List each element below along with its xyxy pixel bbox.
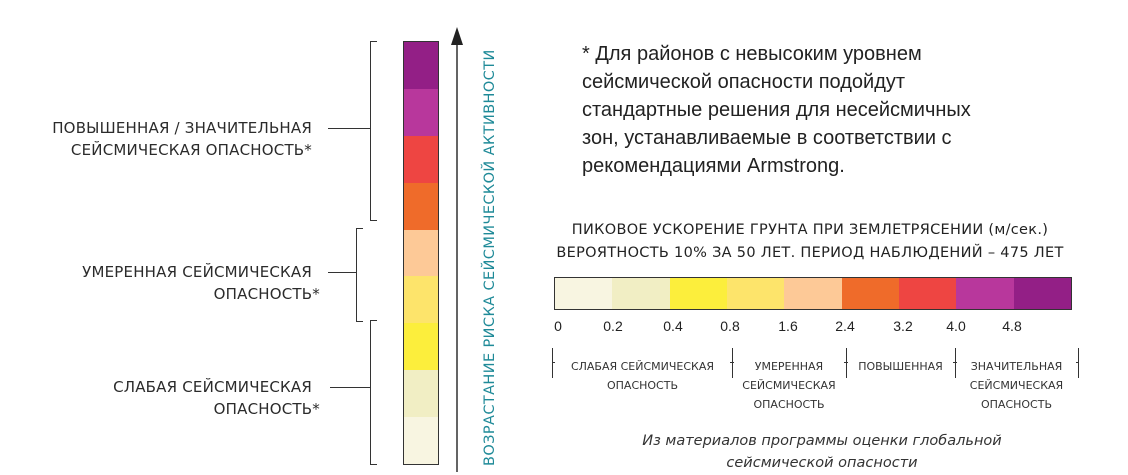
label-high-hazard: ПОВЫШЕННАЯ / ЗНАЧИТЕЛЬНАЯ СЕЙСМИЧЕСКАЯ О… xyxy=(0,117,312,161)
category-separator xyxy=(1078,348,1079,378)
horizontal-pga-scale xyxy=(554,277,1072,310)
scale-color-segment xyxy=(404,88,438,136)
increasing-risk-arrow xyxy=(451,27,463,472)
scale-color-segment xyxy=(404,42,438,89)
label-moderate-line1: УМЕРЕННАЯ СЕЙСМИЧЕСКАЯ xyxy=(82,263,312,281)
category-moderate-line3: ОПАСНОСТЬ xyxy=(753,398,825,411)
leader-line-moderate xyxy=(328,272,356,273)
category-separator xyxy=(955,348,956,378)
scale-color-segment xyxy=(669,278,727,309)
category-significant-line2: СЕЙСМИЧЕСКАЯ xyxy=(969,379,1064,392)
scale-color-segment xyxy=(898,278,957,309)
category-significant-line3: ОПАСНОСТЬ xyxy=(980,398,1052,411)
category-low: СЛАБАЯ СЕЙСМИЧЕСКАЯ ОПАСНОСТЬ xyxy=(555,357,730,395)
axis-label-increasing-risk: ВОЗРАСТАНИЕ РИСКА СЕЙСМИЧЕСКОЙ АКТИВНОСТ… xyxy=(482,49,498,466)
scale-color-segment xyxy=(1013,278,1071,309)
label-low-hazard: СЛАБАЯ СЕЙСМИЧЕСКАЯ ОПАСНОСТЬ* xyxy=(0,376,320,420)
bracket-moderate xyxy=(356,228,363,322)
scale-color-segment xyxy=(404,370,438,418)
note-line2: сейсмической опасности подойдут xyxy=(582,71,906,93)
category-separator xyxy=(732,348,733,378)
tick-label: 1.6 xyxy=(778,318,798,334)
label-high-line1: ПОВЫШЕННАЯ / ЗНАЧИТЕЛЬНАЯ xyxy=(52,119,312,137)
label-high-line2: СЕЙСМИЧЕСКАЯ ОПАСНОСТЬ* xyxy=(70,141,312,159)
leader-line-low xyxy=(330,387,370,388)
scale-color-segment xyxy=(404,229,438,277)
bracket-low xyxy=(370,320,377,465)
source-caption: Из материалов программы оценки глобально… xyxy=(572,430,1072,474)
category-low-line2: ОПАСНОСТЬ xyxy=(606,379,678,392)
category-low-line1: СЛАБАЯ СЕЙСМИЧЕСКАЯ xyxy=(570,360,715,373)
tick-label: 3.2 xyxy=(893,318,913,334)
tick-label: 4.0 xyxy=(946,318,966,334)
scale-color-segment xyxy=(404,323,438,371)
category-elevated-line1: ПОВЫШЕННАЯ xyxy=(858,360,943,373)
note-line1: * Для районов с невысоким уровнем xyxy=(582,43,922,65)
source-line2: сейсмической опасности xyxy=(726,455,918,471)
note-text: * Для районов с невысоким уровнем сейсми… xyxy=(582,40,1052,180)
tick-label: 0.2 xyxy=(603,318,623,334)
scale-color-segment xyxy=(404,417,438,465)
scale-color-segment xyxy=(404,276,438,324)
category-moderate-line1: УМЕРЕННАЯ xyxy=(754,360,824,373)
scale-color-segment xyxy=(555,278,613,309)
scale-color-segment xyxy=(956,278,1014,309)
category-moderate: УМЕРЕННАЯ СЕЙСМИЧЕСКАЯ ОПАСНОСТЬ xyxy=(734,357,844,414)
note-line3: стандартные решения для несейсмичных xyxy=(582,99,971,121)
note-line4: зон, устанавливаемые в соответствии с xyxy=(582,127,952,149)
scale-color-segment xyxy=(726,278,785,309)
tick-label: 0 xyxy=(554,318,562,334)
category-significant-line1: ЗНАЧИТЕЛЬНАЯ xyxy=(970,360,1063,373)
label-low-line1: СЛАБАЯ СЕЙСМИЧЕСКАЯ xyxy=(113,378,312,396)
scale-color-segment xyxy=(404,182,438,230)
note-line5: рекомендациями Armstrong. xyxy=(582,155,845,177)
source-line1: Из материалов программы оценки глобально… xyxy=(642,433,1002,449)
scale-color-segment xyxy=(784,278,842,309)
category-significant: ЗНАЧИТЕЛЬНАЯ СЕЙСМИЧЕСКАЯ ОПАСНОСТЬ xyxy=(957,357,1076,414)
category-separator xyxy=(552,348,553,378)
tick-label: 4.8 xyxy=(1002,318,1022,334)
tick-label: 2.4 xyxy=(835,318,855,334)
label-moderate-line2: ОПАСНОСТЬ* xyxy=(213,285,320,303)
tick-label: 0.8 xyxy=(720,318,740,334)
category-elevated: ПОВЫШЕННАЯ xyxy=(848,357,953,376)
label-moderate-hazard: УМЕРЕННАЯ СЕЙСМИЧЕСКАЯ ОПАСНОСТЬ* xyxy=(0,261,320,305)
leader-line-high xyxy=(328,128,370,129)
scale-color-segment xyxy=(404,135,438,183)
label-low-line2: ОПАСНОСТЬ* xyxy=(213,400,320,418)
category-moderate-line2: СЕЙСМИЧЕСКАЯ xyxy=(742,379,836,392)
bracket-high xyxy=(370,41,377,221)
scale-color-segment xyxy=(612,278,670,309)
scale-title-line2: ВЕРОЯТНОСТЬ 10% ЗА 50 ЛЕТ. ПЕРИОД НАБЛЮД… xyxy=(556,245,1064,261)
scale-title-line1: ПИКОВОЕ УСКОРЕНИЕ ГРУНТА ПРИ ЗЕМЛЕТРЯСЕН… xyxy=(571,222,1049,238)
vertical-hazard-scale xyxy=(403,41,439,465)
tick-label: 0.4 xyxy=(663,318,683,334)
scale-color-segment xyxy=(841,278,899,309)
category-separator xyxy=(846,348,847,378)
